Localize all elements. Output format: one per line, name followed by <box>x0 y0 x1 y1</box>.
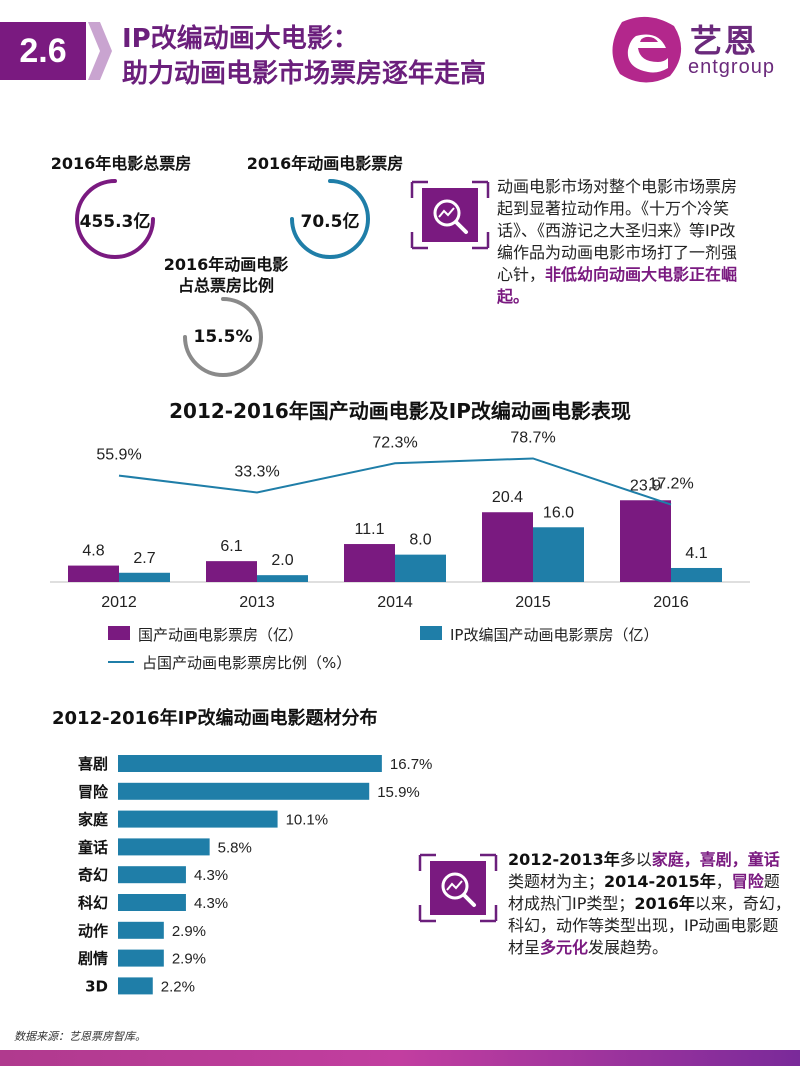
legend-label-ip: IP改编国产动画电影票房（亿） <box>450 626 659 644</box>
label-ratio-2013: 33.3% <box>234 464 279 481</box>
page-title: IP改编动画大电影： 助力动画电影市场票房逐年走高 <box>122 24 487 89</box>
label-animation-2016: 23.9 <box>630 477 661 494</box>
bar-ip-2013 <box>257 575 308 582</box>
stat-animation-box-office-value: 70.5亿 <box>300 212 360 232</box>
genre-value-6: 2.9% <box>172 923 206 940</box>
genre-label-2: 家庭 <box>78 811 109 829</box>
genre-value-4: 4.3% <box>194 867 228 884</box>
xtick-2016: 2016 <box>653 594 689 611</box>
genre-bar-7 <box>118 949 164 967</box>
bar-animation-2016 <box>620 500 671 582</box>
section-badge <box>0 22 112 80</box>
label-animation-2015: 20.4 <box>492 489 523 506</box>
xtick-2012: 2012 <box>101 594 137 611</box>
genre-value-8: 2.2% <box>161 978 195 995</box>
stat-animation-box-office-label: 2016年动画电影票房 <box>246 154 404 173</box>
genre-bar-3 <box>118 838 210 856</box>
genre-bar-5 <box>118 894 186 911</box>
genre-bar-4 <box>118 866 186 884</box>
genre-bar-6 <box>118 921 164 939</box>
genre-bar-1 <box>118 782 370 800</box>
bar-ip-2012 <box>119 572 170 582</box>
stat-total-box-office-value: 455.3亿 <box>79 212 151 232</box>
ratio-line <box>118 457 672 506</box>
bar-ip-2016 <box>671 567 722 582</box>
xtick-2015: 2015 <box>515 594 551 611</box>
chart2-plot: 喜剧 16.7% 冒险 15.9% 家庭 10.1% 童话 5.8% 奇幻 4.3% 科幻 4.3% 动… <box>78 755 433 995</box>
genre-value-1: 15.9% <box>377 784 420 801</box>
stat-ring-animation <box>290 179 370 259</box>
magnifier-chart-icon-2 <box>418 853 498 923</box>
section-number: 2.6 <box>19 32 67 70</box>
xtick-2013: 2013 <box>239 594 275 611</box>
chart1-title: 2012-2016年国产动画电影及IP改编动画电影表现 <box>169 399 631 423</box>
legend-swatch-ip <box>420 626 442 640</box>
stat-share-value: 15.5% <box>193 327 253 347</box>
bar-ip-2014 <box>395 554 446 582</box>
bar-animation-2015 <box>482 512 533 582</box>
logo-text-cn: 艺恩 <box>690 22 759 60</box>
genre-label-6: 动作 <box>78 922 108 940</box>
genre-value-5: 4.3% <box>194 895 228 912</box>
magnifier-chart-icon <box>410 180 490 250</box>
label-ip-2012: 2.7 <box>133 550 155 567</box>
stat-total-box-office-label: 2016年电影总票房 <box>50 154 192 173</box>
genre-label-0: 喜剧 <box>78 755 108 773</box>
genre-label-4: 奇幻 <box>78 866 108 884</box>
label-animation-2014: 11.1 <box>355 521 385 538</box>
legend-swatch-animation <box>108 626 130 640</box>
label-ratio-2012: 55.9% <box>96 447 141 464</box>
label-animation-2012: 4.8 <box>82 543 104 560</box>
label-ip-2014: 8.0 <box>409 532 431 549</box>
legend-swatch-ratio <box>108 661 134 663</box>
chart2-title: 2012-2016年IP改编动画电影题材分布 <box>52 708 378 729</box>
logo-text-en: entgroup <box>688 56 775 78</box>
entgroup-logo-icon <box>612 16 682 83</box>
bar-animation-2013 <box>206 561 257 582</box>
label-ratio-2016: 17.2% <box>648 476 693 493</box>
genre-bar-2 <box>118 810 278 828</box>
genre-value-7: 2.9% <box>172 951 206 968</box>
label-ip-2013: 2.0 <box>271 552 293 569</box>
bar-ip-2015 <box>533 527 584 582</box>
bar-animation-2012 <box>68 565 119 582</box>
genre-bar-8 <box>118 977 153 995</box>
info-box-genre-note: 2012-2013年多以家庭，喜剧，童话类题材为主；2014-2015年，冒险题… <box>508 850 791 957</box>
info-box-market-note: 动画电影市场对整个电影市场票房起到显著拉动作用。《十万个冷笑话》、《西游记之大圣… <box>497 177 738 306</box>
label-animation-2013: 6.1 <box>220 538 242 555</box>
genre-label-8: 3D <box>85 977 108 995</box>
genre-value-2: 10.1% <box>286 812 329 829</box>
label-ratio-2014: 72.3% <box>372 434 417 451</box>
genre-value-0: 16.7% <box>390 756 433 773</box>
stat-ring-share <box>183 297 263 377</box>
stat-share-label: 2016年动画电影 占总票房比例 <box>163 255 289 295</box>
legend-label-ratio: 占国产动画电影票房比例（%） <box>142 654 352 672</box>
label-ip-2016: 4.1 <box>685 545 707 562</box>
footer-bar <box>0 1050 800 1066</box>
genre-bar-0 <box>118 755 382 772</box>
genre-label-5: 科幻 <box>78 894 108 912</box>
legend-label-animation: 国产动画电影票房（亿） <box>138 626 304 644</box>
label-ip-2015: 16.0 <box>543 504 574 521</box>
label-ratio-2015: 78.7% <box>510 430 555 446</box>
chart1-plot: 4.8 2.7 2012 6.1 2.0 2013 11.1 8.0 2014 20.4 16.0 2… <box>50 430 750 611</box>
genre-label-1: 冒险 <box>78 783 109 801</box>
stat-ring-total <box>75 179 155 259</box>
genre-label-3: 童话 <box>78 838 108 856</box>
bar-animation-2014 <box>344 544 395 582</box>
xtick-2014: 2014 <box>377 594 413 611</box>
genre-label-7: 剧情 <box>78 950 108 968</box>
genre-value-3: 5.8% <box>218 839 252 856</box>
data-source: 数据来源：艺恩票房智库。 <box>14 1030 146 1043</box>
